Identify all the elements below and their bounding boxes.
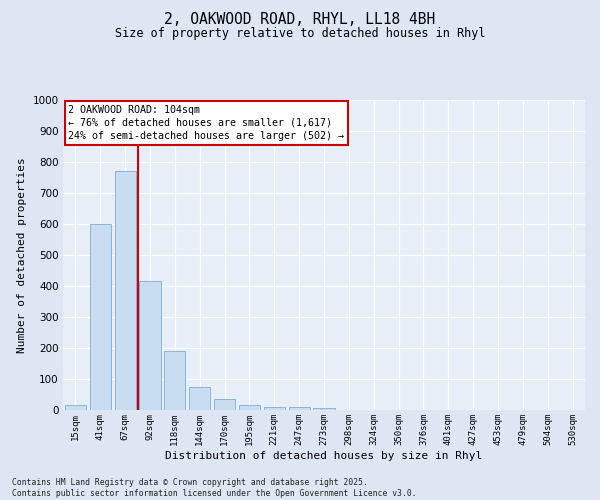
Bar — [239, 406, 260, 410]
Bar — [313, 408, 335, 410]
Text: 2 OAKWOOD ROAD: 104sqm
← 76% of detached houses are smaller (1,617)
24% of semi-: 2 OAKWOOD ROAD: 104sqm ← 76% of detached… — [68, 104, 344, 141]
Text: 2, OAKWOOD ROAD, RHYL, LL18 4BH: 2, OAKWOOD ROAD, RHYL, LL18 4BH — [164, 12, 436, 28]
Bar — [65, 406, 86, 410]
Y-axis label: Number of detached properties: Number of detached properties — [17, 157, 27, 353]
Bar — [115, 172, 136, 410]
Bar — [289, 407, 310, 410]
Bar — [139, 282, 161, 410]
Bar — [214, 399, 235, 410]
X-axis label: Distribution of detached houses by size in Rhyl: Distribution of detached houses by size … — [166, 450, 482, 460]
Bar — [264, 407, 285, 410]
Bar — [90, 224, 111, 410]
Bar — [189, 387, 210, 410]
Text: Contains HM Land Registry data © Crown copyright and database right 2025.
Contai: Contains HM Land Registry data © Crown c… — [12, 478, 416, 498]
Text: Size of property relative to detached houses in Rhyl: Size of property relative to detached ho… — [115, 28, 485, 40]
Bar — [164, 351, 185, 410]
